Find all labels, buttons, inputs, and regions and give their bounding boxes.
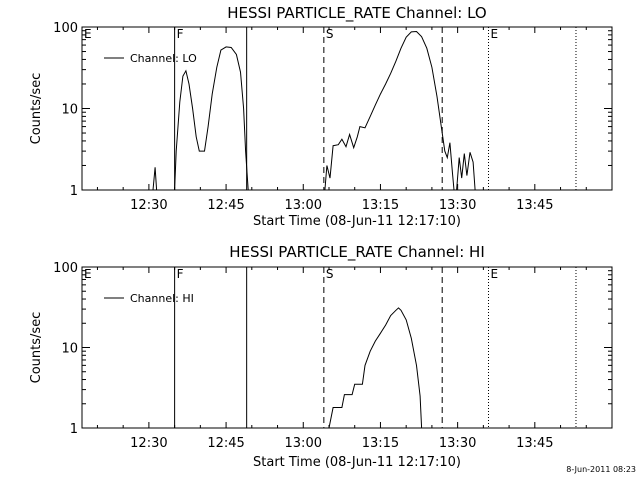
legend-label: Channel: LO (130, 52, 197, 65)
event-marker-label: E (491, 267, 499, 281)
x-tick-label: 12:45 (207, 436, 244, 451)
x-tick-label: 13:30 (439, 198, 476, 213)
chart-panel: HESSI PARTICLE_RATE Channel: LO 12:30 12:4… (29, 4, 613, 229)
event-marker-label: E (491, 27, 499, 41)
y-tick-label: 10 (61, 103, 78, 118)
x-tick-label: 12:30 (130, 198, 167, 213)
event-marker-label: E (84, 267, 92, 281)
y-tick-label: 100 (53, 261, 78, 276)
y-tick-label: 1 (70, 184, 78, 199)
x-tick-label: 13:00 (285, 436, 322, 451)
x-tick-label: 13:45 (516, 436, 553, 451)
chart-title: HESSI PARTICLE_RATE Channel: HI (229, 243, 485, 262)
series-line (328, 307, 423, 429)
x-tick-label: 13:15 (362, 436, 399, 451)
event-marker-label: E (84, 27, 92, 41)
series-line (456, 152, 476, 191)
x-tick-label: 13:15 (362, 198, 399, 213)
date-stamp: 8-Jun-2011 08:23 (566, 465, 636, 474)
y-tick-label: 100 (53, 21, 78, 36)
y-axis-label: Counts/sec (29, 73, 44, 145)
y-tick-label: 1 (70, 422, 78, 437)
y-axis-label: Counts/sec (29, 312, 44, 384)
x-tick-label: 12:45 (207, 198, 244, 213)
x-axis-label: Start Time (08-Jun-11 12:17:10) (253, 214, 461, 229)
legend-label: Channel: HI (130, 292, 194, 305)
event-marker-label: S (326, 27, 334, 41)
y-tick-label: 10 (61, 342, 78, 357)
event-marker-label: F (177, 27, 184, 41)
series-line (324, 30, 455, 191)
chart-title: HESSI PARTICLE_RATE Channel: LO (227, 4, 486, 23)
chart-panel: HESSI PARTICLE_RATE Channel: HI 12:30 12:4… (29, 243, 613, 470)
x-axis-label: Start Time (08-Jun-11 12:17:10) (253, 455, 461, 470)
x-tick-label: 13:30 (439, 436, 476, 451)
series-line (174, 46, 249, 191)
x-tick-label: 13:45 (516, 198, 553, 213)
event-marker-label: S (326, 267, 334, 281)
event-marker-label: F (177, 267, 184, 281)
chart-panels: HESSI PARTICLE_RATE Channel: LO 12:30 12:4… (29, 4, 613, 470)
series-line (152, 167, 158, 191)
x-tick-label: 13:00 (285, 198, 322, 213)
x-tick-label: 12:30 (130, 436, 167, 451)
